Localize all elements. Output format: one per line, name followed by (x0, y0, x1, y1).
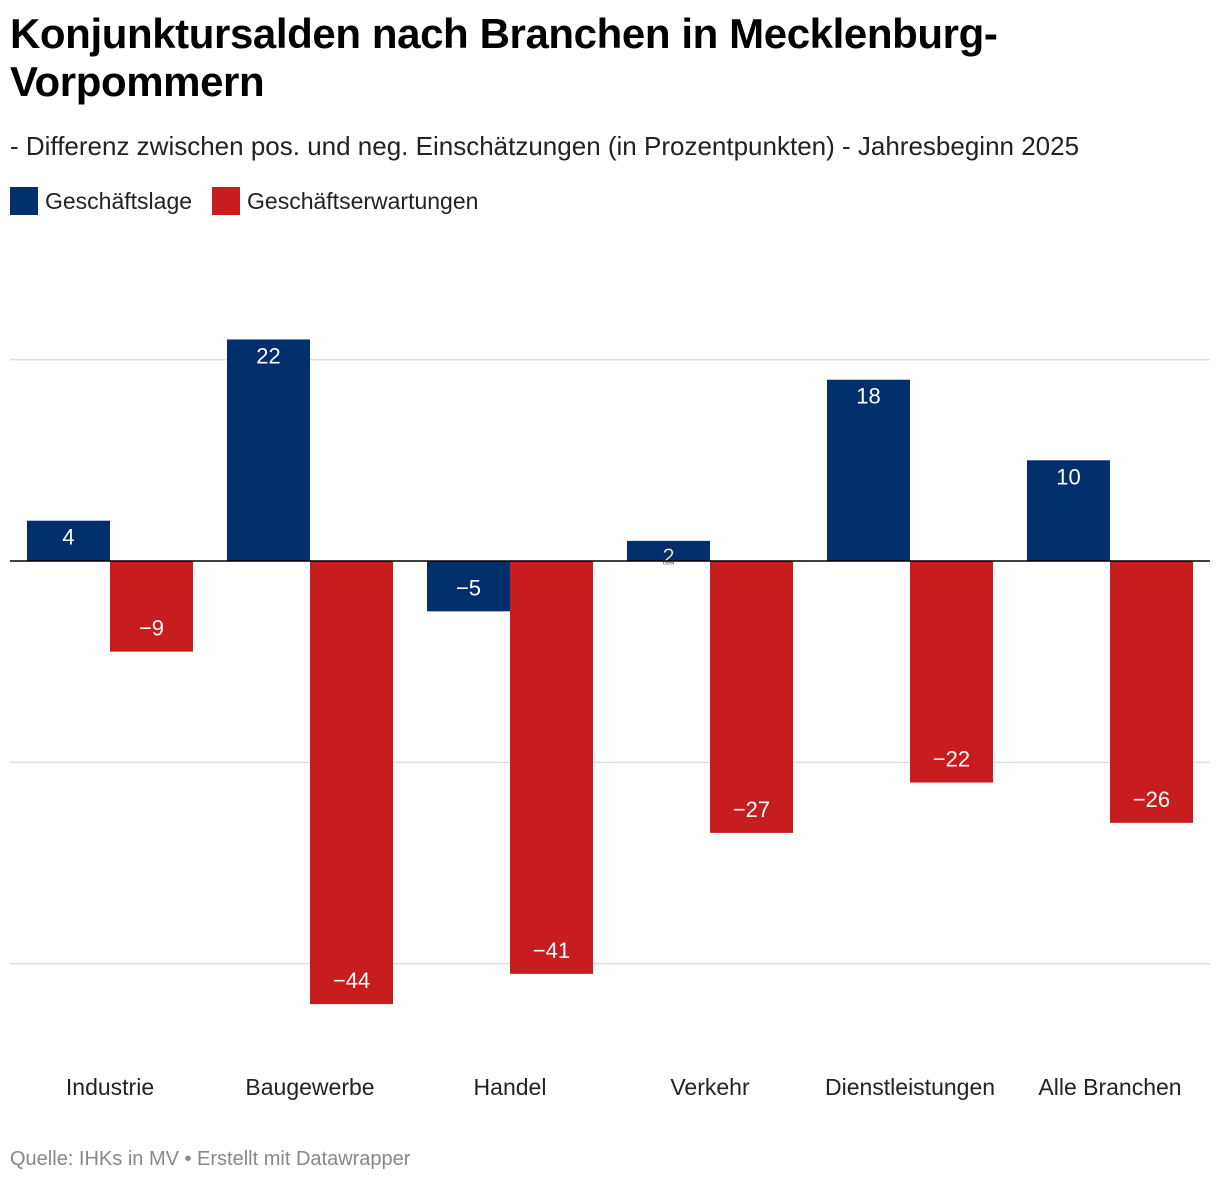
legend-swatch-geschaeftserwartungen (212, 187, 241, 215)
bar-geschaeftslage (27, 520, 110, 561)
data-label: 10 (1056, 464, 1080, 489)
source-note: Quelle: IHKs in MV • Erstellt mit Datawr… (10, 1148, 411, 1170)
legend-label-geschaeftslage: Geschäftslage (45, 187, 193, 214)
legend-item-geschaeftserwartungen: Geschäftserwartungen (212, 187, 478, 215)
data-label: −5 (456, 575, 481, 600)
bar-geschaeftslage (1027, 460, 1110, 561)
category-label: Dienstleistungen (825, 1074, 995, 1100)
bar-chart: 4 −9 Industrie 22 −44 Baugewerbe −5 −41 Handel 2 −… (10, 339, 1210, 1100)
data-label: −44 (333, 968, 370, 993)
category-label: Handel (474, 1074, 547, 1100)
data-label: 22 (256, 343, 280, 368)
data-label: 2 (662, 544, 674, 569)
data-label: −22 (933, 747, 970, 772)
legend-swatch-geschaeftslage (10, 187, 38, 215)
legend: Geschäftslage Geschäftserwartungen (10, 186, 498, 216)
bar-geschaeftslage (627, 540, 710, 561)
category-label: Verkehr (670, 1074, 750, 1100)
data-label: −26 (1133, 787, 1170, 812)
bar-geschaeftserwartungen (510, 561, 593, 974)
data-label: −9 (139, 616, 164, 641)
data-label: −41 (533, 938, 570, 963)
bar-geschaeftslage (427, 561, 510, 612)
bar-geschaeftserwartungen (710, 561, 793, 833)
data-label: 4 (62, 525, 74, 550)
data-label: −27 (733, 797, 770, 822)
category-label: Baugewerbe (245, 1074, 374, 1100)
bar-geschaeftslage (827, 379, 910, 561)
category-label: Alle Branchen (1038, 1074, 1181, 1100)
legend-label-geschaeftserwartungen: Geschäftserwartungen (247, 187, 479, 214)
legend-item-geschaeftslage: Geschäftslage (10, 187, 192, 215)
data-label: 18 (856, 384, 880, 409)
bar-geschaeftslage (227, 339, 310, 561)
bar-geschaeftserwartungen (1110, 561, 1193, 823)
bar-geschaeftserwartungen (910, 561, 993, 783)
category-label: Industrie (66, 1074, 154, 1100)
chart-title: Konjunktursalden nach Branchen in Meckle… (10, 10, 998, 105)
bar-geschaeftserwartungen (110, 561, 193, 652)
bar-geschaeftserwartungen (310, 561, 393, 1005)
chart-subtitle: - Differenz zwischen pos. und neg. Einsc… (10, 131, 1080, 161)
